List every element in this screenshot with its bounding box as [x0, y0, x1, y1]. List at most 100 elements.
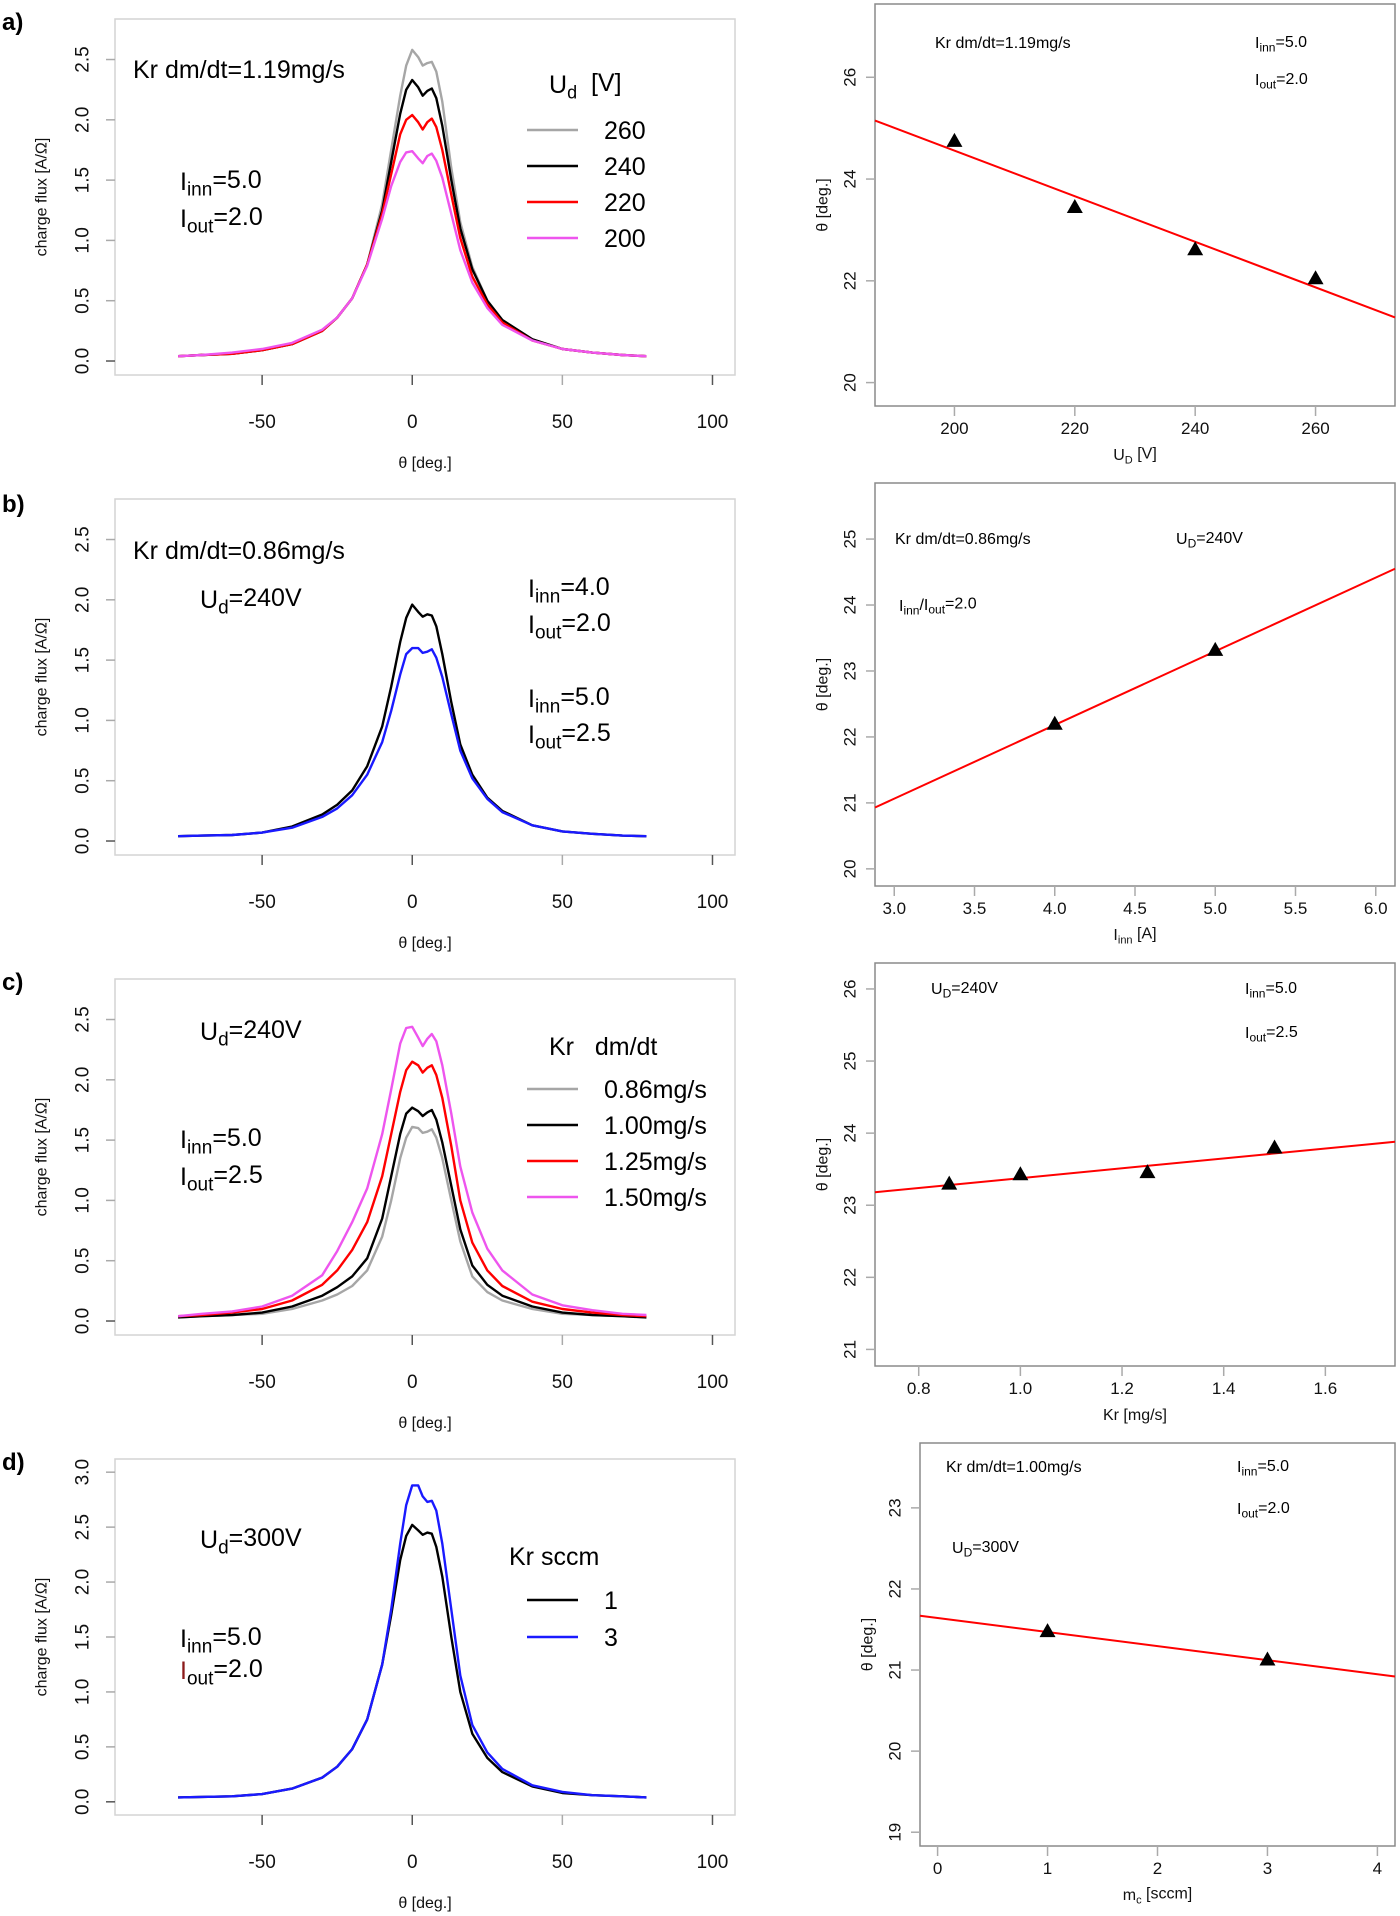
- y-tick-label: 1.0: [73, 1187, 94, 1213]
- x-tick-label: 0: [407, 892, 418, 913]
- y-axis-label: charge flux [A/Ω]: [34, 1098, 51, 1217]
- annotation-subscript: inn: [187, 1637, 212, 1658]
- annotation-subscript: out: [1259, 78, 1276, 92]
- legend: Kr dm/dt 0.86mg/s 1.00mg/s 1.25mg/s 1.50mg/s: [527, 1033, 707, 1212]
- chart-a-left: 0.0 0.5 1.0 1.5 2.0 2.5 -50 0 50 100 charge flux […: [34, 18, 736, 472]
- annotation: UD=300V: [952, 1539, 1019, 1560]
- legend-label: 240: [604, 153, 646, 181]
- annotation-rest: =240V: [1196, 530, 1243, 547]
- annotation-rest: =5.0: [212, 1623, 261, 1651]
- panel-label-b: b): [2, 491, 25, 518]
- annotation: Iout=2.0: [1237, 1500, 1290, 1521]
- x-tick-label: 200: [940, 419, 968, 438]
- data-point-triangle: [1139, 1164, 1156, 1179]
- x-tick-label: 50: [552, 412, 573, 433]
- annotation: Kr dm/dt=1.19mg/s: [133, 56, 345, 84]
- y-tick-label: 3.0: [73, 1459, 94, 1485]
- annotation-main: U: [931, 981, 943, 998]
- annotation-rest: =4.0: [560, 573, 609, 601]
- y-axis-label: charge flux [A/Ω]: [34, 138, 51, 257]
- y-tick-label: 24: [841, 596, 860, 615]
- x-tick-label: 3.5: [963, 899, 987, 918]
- annotation-rest: =2.0: [561, 609, 610, 637]
- chart-c-left: 0.0 0.5 1.0 1.5 2.0 2.5 -50 0 50 100 charge flux […: [34, 978, 736, 1432]
- y-tick-label: 1.5: [73, 1127, 94, 1153]
- legend-title-rest: dm/dt: [574, 1033, 657, 1061]
- fit-line: [874, 119, 1396, 319]
- legend-label: 220: [604, 189, 646, 217]
- y-tick-label: 0.0: [73, 828, 94, 854]
- legend-title: Ud [V]: [549, 69, 622, 103]
- y-tick-label: 21: [841, 793, 860, 812]
- annotation-rest: =240V: [229, 584, 302, 612]
- y-tick-label: 0.0: [73, 348, 94, 374]
- annotation: Ud=240V: [200, 584, 302, 619]
- legend-label: 260: [604, 117, 646, 145]
- series-line-3: [178, 1484, 647, 1799]
- y-tick-label: 0.5: [73, 1734, 94, 1760]
- legend-label: 3: [604, 1624, 618, 1652]
- annotation-main: I: [528, 721, 535, 749]
- annotation-main: I: [180, 1163, 187, 1191]
- chart-b-right: 20 21 22 23 24 25 3.0 3.5 4.0 4.5 5.0 5.5 6.0 θ [deg.…: [815, 482, 1396, 946]
- annotation: Iout=2.0: [180, 1655, 263, 1690]
- y-tick-label: 24: [841, 170, 860, 189]
- y-tick-label: 19: [886, 1823, 905, 1842]
- legend-label: 1.00mg/s: [604, 1112, 707, 1140]
- annotation-rest-2: =2.0: [945, 596, 977, 613]
- annotation: Iinn=5.0: [180, 166, 262, 201]
- x-tick-label: 4.5: [1123, 899, 1147, 918]
- data-point-triangle: [1012, 1166, 1029, 1181]
- annotation-rest: =2.0: [1258, 1500, 1290, 1517]
- data-point-triangle: [1207, 641, 1224, 656]
- data-point-triangle: [1266, 1139, 1283, 1154]
- x-axis-label-rest: [V]: [1133, 446, 1157, 463]
- data-point-triangle: [1039, 1623, 1056, 1638]
- y-tick-label: 1.5: [73, 1624, 94, 1650]
- annotation-subscript: d: [218, 1030, 229, 1051]
- x-tick-label: 1: [1043, 1859, 1052, 1878]
- annotation-rest: =5.0: [1257, 1458, 1289, 1475]
- annotation-main: U: [200, 1018, 218, 1046]
- annotation-main: I: [1245, 1025, 1249, 1042]
- annotation-rest: =2.0: [213, 1655, 262, 1683]
- data-point-triangle: [1307, 270, 1324, 285]
- x-axis-label-main: U: [1113, 447, 1125, 464]
- y-axis-label: charge flux [A/Ω]: [34, 618, 51, 737]
- annotation-rest: =5.0: [212, 166, 261, 194]
- annotation-subscript: inn: [535, 697, 560, 718]
- series-line-0-86mg-s: [178, 1125, 647, 1319]
- annotation-main: Kr dm/dt=0.86mg/s: [895, 531, 1031, 548]
- x-tick-label: 3: [1263, 1859, 1272, 1878]
- series-line-iinn-5-0-iout-2-5: [178, 646, 647, 838]
- annotation-rest: =2.0: [213, 203, 262, 231]
- annotation-main: I: [180, 1625, 187, 1653]
- y-tick-label: 2.5: [73, 1514, 94, 1540]
- y-tick-label: 2.0: [73, 107, 94, 133]
- annotation-subscript: D: [964, 1546, 973, 1560]
- annotation-main: Kr dm/dt=1.00mg/s: [946, 1459, 1082, 1476]
- annotation: Iout=2.5: [180, 1161, 263, 1196]
- panel-label-a: a): [2, 9, 23, 36]
- plot-frame: [114, 978, 736, 1336]
- x-tick-label: 220: [1061, 419, 1089, 438]
- data-point-triangle: [941, 1175, 958, 1190]
- chart-c-right: 21 22 23 24 25 26 0.8 1.0 1.2 1.4 1.6 θ [deg.] Kr [m…: [815, 962, 1396, 1424]
- chart-a-right: 20 22 24 26 200 220 240 260 θ [deg.] UD [V] Kr dm/…: [815, 3, 1396, 466]
- annotation-main: I: [180, 1126, 187, 1154]
- annotation-subscript: out: [535, 733, 562, 754]
- legend-title-main: Kr: [549, 1033, 574, 1061]
- annotation: Iinn=5.0: [1245, 980, 1297, 1001]
- panel-label-c: c): [2, 969, 23, 996]
- annotation-rest: =5.0: [212, 1124, 261, 1152]
- x-tick-label: 0: [407, 412, 418, 433]
- legend-label: 1: [604, 1587, 618, 1615]
- y-tick-label: 0.5: [73, 1248, 94, 1274]
- x-tick-label: 1.0: [1009, 1379, 1033, 1398]
- panel-label-d: d): [2, 1449, 25, 1476]
- annotation: Iinn=5.0: [180, 1623, 262, 1658]
- annotation: UD=240V: [931, 980, 998, 1001]
- annotation-subscript: out: [535, 623, 562, 644]
- x-tick-label: 100: [697, 892, 729, 913]
